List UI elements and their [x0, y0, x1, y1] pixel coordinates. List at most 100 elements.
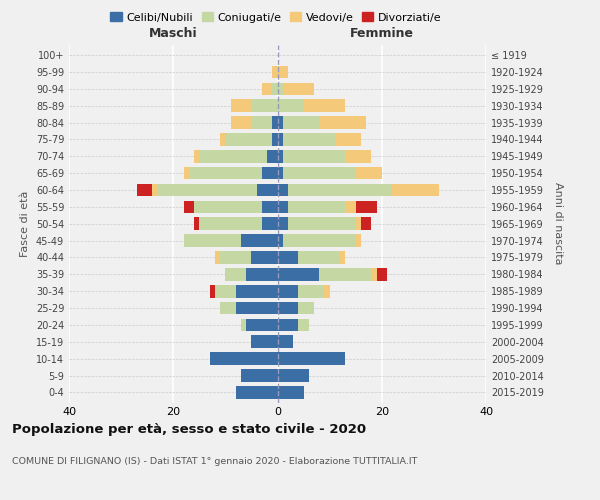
Bar — [288, 218, 356, 230]
Bar — [251, 336, 277, 348]
Bar — [356, 167, 382, 179]
Text: Femmine: Femmine — [350, 26, 414, 40]
Bar — [298, 285, 325, 298]
Bar — [194, 150, 199, 162]
Bar — [304, 100, 345, 112]
Bar — [262, 167, 277, 179]
Bar — [215, 251, 220, 264]
Bar — [236, 285, 277, 298]
Bar — [298, 302, 314, 314]
Bar — [277, 167, 283, 179]
Bar — [251, 116, 272, 129]
Bar — [277, 66, 288, 78]
Bar — [283, 133, 335, 146]
Bar — [277, 336, 293, 348]
Bar — [345, 150, 371, 162]
Bar — [251, 100, 277, 112]
Bar — [361, 218, 371, 230]
Bar — [277, 184, 288, 196]
Bar — [277, 318, 298, 332]
Bar — [184, 167, 189, 179]
Bar — [288, 200, 345, 213]
Bar — [246, 318, 277, 332]
Bar — [262, 218, 277, 230]
Bar — [272, 82, 277, 95]
Bar — [215, 285, 236, 298]
Bar — [371, 268, 377, 280]
Bar — [236, 302, 277, 314]
Bar — [277, 218, 288, 230]
Bar — [199, 150, 267, 162]
Bar — [298, 251, 340, 264]
Bar — [272, 66, 277, 78]
Bar — [340, 251, 345, 264]
Bar — [283, 234, 356, 247]
Bar — [277, 150, 283, 162]
Text: Maschi: Maschi — [149, 26, 197, 40]
Bar — [137, 184, 152, 196]
Bar — [277, 268, 319, 280]
Bar — [277, 200, 288, 213]
Bar — [267, 150, 277, 162]
Bar — [194, 218, 199, 230]
Bar — [356, 234, 361, 247]
Bar — [220, 302, 236, 314]
Bar — [272, 116, 277, 129]
Bar — [241, 318, 246, 332]
Bar — [158, 184, 257, 196]
Bar — [356, 200, 377, 213]
Bar — [288, 184, 392, 196]
Bar — [277, 369, 309, 382]
Bar — [298, 318, 309, 332]
Bar — [277, 116, 283, 129]
Bar — [210, 352, 277, 365]
Bar — [241, 234, 277, 247]
Y-axis label: Fasce di età: Fasce di età — [20, 190, 30, 257]
Bar — [392, 184, 439, 196]
Bar — [277, 386, 304, 398]
Bar — [272, 133, 277, 146]
Bar — [210, 285, 215, 298]
Bar — [277, 82, 283, 95]
Bar — [277, 285, 298, 298]
Bar — [335, 133, 361, 146]
Bar — [345, 200, 356, 213]
Bar — [236, 386, 277, 398]
Bar — [277, 100, 304, 112]
Bar — [241, 369, 277, 382]
Bar — [356, 218, 361, 230]
Bar — [189, 167, 262, 179]
Bar — [319, 116, 366, 129]
Bar — [257, 184, 277, 196]
Text: Popolazione per età, sesso e stato civile - 2020: Popolazione per età, sesso e stato civil… — [12, 422, 366, 436]
Bar — [283, 82, 314, 95]
Bar — [377, 268, 387, 280]
Bar — [283, 150, 345, 162]
Bar — [152, 184, 158, 196]
Bar — [220, 133, 226, 146]
Bar — [283, 167, 356, 179]
Bar — [226, 268, 246, 280]
Bar — [184, 234, 241, 247]
Bar — [277, 352, 345, 365]
Bar — [262, 200, 277, 213]
Text: COMUNE DI FILIGNANO (IS) - Dati ISTAT 1° gennaio 2020 - Elaborazione TUTTITALIA.: COMUNE DI FILIGNANO (IS) - Dati ISTAT 1°… — [12, 458, 418, 466]
Bar — [283, 116, 319, 129]
Bar — [220, 251, 251, 264]
Bar — [277, 251, 298, 264]
Bar — [277, 234, 283, 247]
Bar — [246, 268, 277, 280]
Bar — [194, 200, 262, 213]
Legend: Celibi/Nubili, Coniugati/e, Vedovi/e, Divorziati/e: Celibi/Nubili, Coniugati/e, Vedovi/e, Di… — [106, 8, 446, 27]
Bar — [226, 133, 272, 146]
Bar — [230, 100, 251, 112]
Y-axis label: Anni di nascita: Anni di nascita — [553, 182, 563, 265]
Bar — [277, 302, 298, 314]
Bar — [199, 218, 262, 230]
Bar — [230, 116, 251, 129]
Bar — [325, 285, 329, 298]
Bar — [262, 82, 272, 95]
Bar — [251, 251, 277, 264]
Bar — [277, 133, 283, 146]
Bar — [319, 268, 371, 280]
